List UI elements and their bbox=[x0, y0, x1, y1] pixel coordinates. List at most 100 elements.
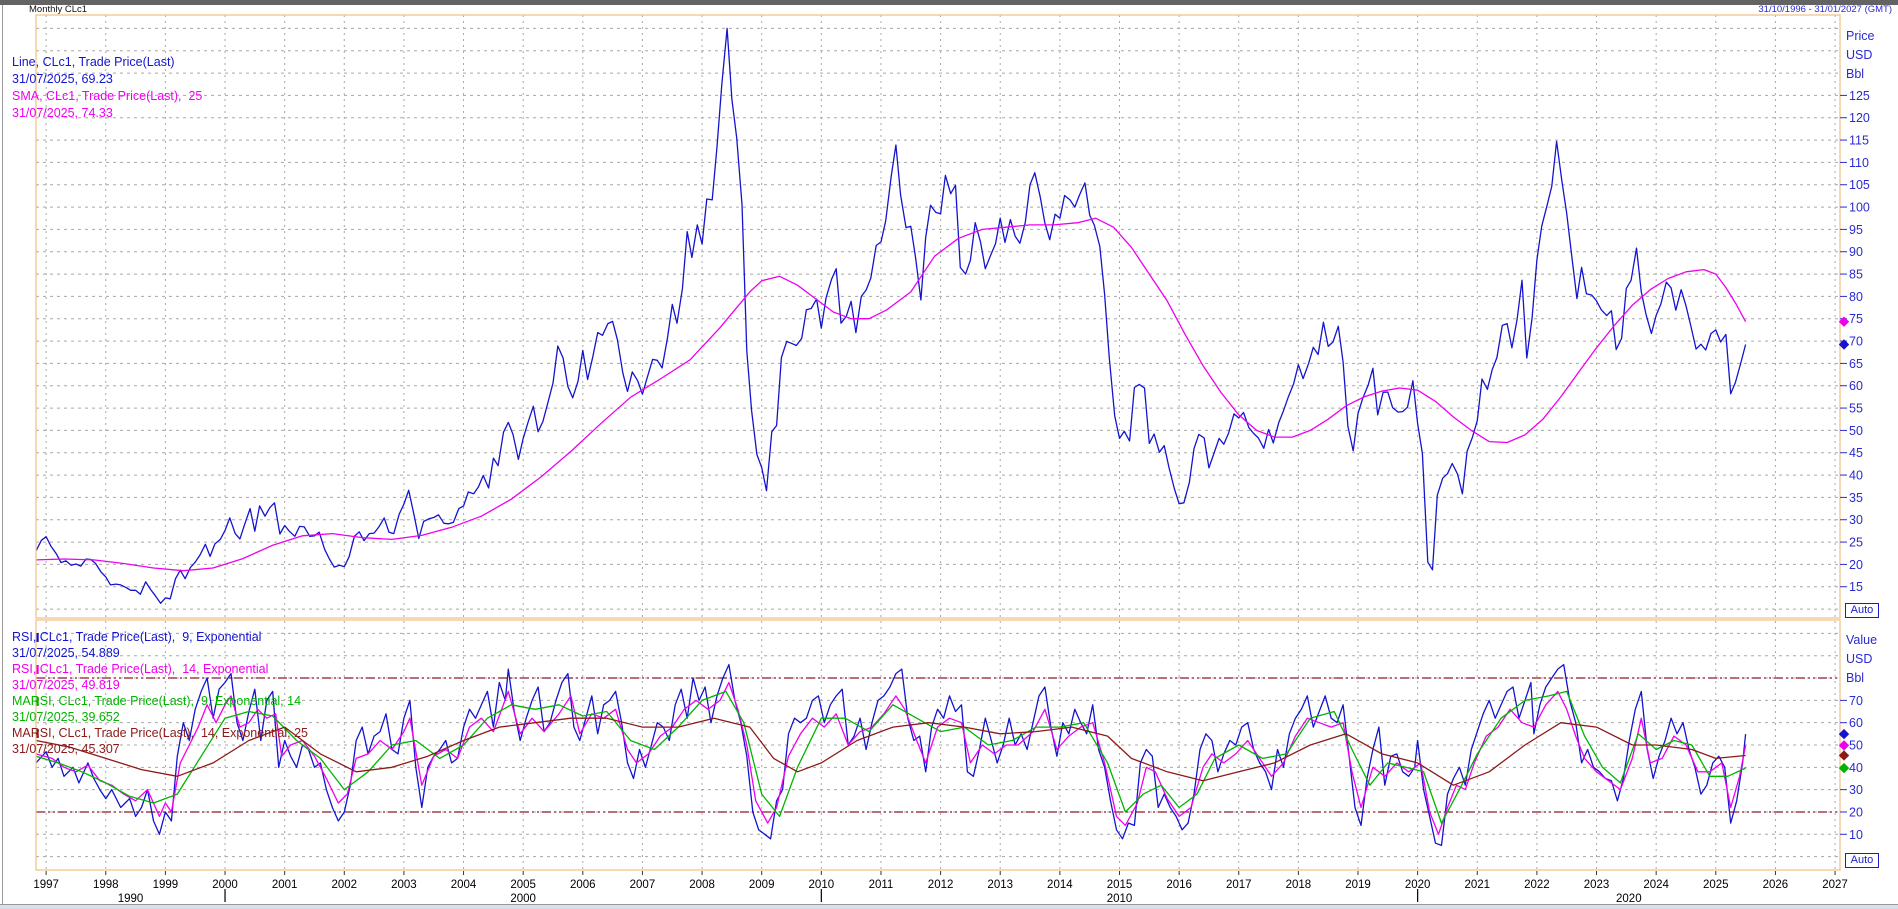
rsi-last-value-marker bbox=[1838, 762, 1850, 774]
value-axis-tick-label: 10 bbox=[1849, 828, 1863, 842]
price-axis-tick-label: 25 bbox=[1849, 536, 1863, 550]
price-axis-tick-label: 60 bbox=[1849, 379, 1863, 393]
rsi-legend-key-tick bbox=[36, 697, 39, 706]
year-label: 2008 bbox=[689, 879, 715, 891]
price-axis-tick-label: 110 bbox=[1849, 156, 1869, 170]
price-axis-tick-label: 105 bbox=[1849, 178, 1870, 192]
price-axis-title-line1: Price bbox=[1846, 29, 1875, 43]
year-label: 2017 bbox=[1226, 879, 1252, 891]
value-axis-title-line1: Value bbox=[1846, 633, 1878, 647]
year-label: 2006 bbox=[570, 879, 596, 891]
rsi14-legend-value: 31/07/2025, 49.819 bbox=[12, 678, 120, 692]
year-label: 1998 bbox=[93, 879, 119, 891]
rsi-last-value-marker bbox=[1838, 740, 1850, 751]
price-last-value-marker bbox=[1838, 339, 1850, 350]
year-label: 2018 bbox=[1286, 879, 1312, 891]
chart-title: Monthly CLc1 bbox=[29, 4, 88, 15]
price-axis-title: Price USD Bbl bbox=[1846, 27, 1874, 84]
price-last-value-marker bbox=[1838, 316, 1850, 327]
rsi9-legend-value: 31/07/2025, 54.889 bbox=[12, 646, 120, 660]
year-label: 2010 bbox=[809, 879, 835, 891]
value-axis-title-line2: USD bbox=[1846, 652, 1873, 666]
price-axis-tick-label: 90 bbox=[1849, 245, 1863, 259]
year-label: 2020 bbox=[1405, 879, 1431, 891]
year-label: 2014 bbox=[1047, 879, 1073, 891]
price-axis-tick-label: 15 bbox=[1849, 580, 1863, 594]
year-label: 2022 bbox=[1524, 879, 1550, 891]
decade-label: 2010 bbox=[1107, 893, 1133, 905]
price-axis-tick-label: 100 bbox=[1849, 201, 1870, 215]
year-label: 2002 bbox=[331, 879, 357, 891]
window-top-bar bbox=[0, 0, 1898, 5]
year-label: 2015 bbox=[1107, 879, 1133, 891]
year-label: 2001 bbox=[272, 879, 298, 891]
price-series-1 bbox=[35, 217, 1747, 572]
price-axis-tick-label: 65 bbox=[1849, 357, 1863, 371]
price-axis-tick-label: 120 bbox=[1849, 111, 1870, 125]
rsi-series-1 bbox=[35, 681, 1747, 835]
year-label: 2012 bbox=[928, 879, 954, 891]
year-label: 2027 bbox=[1822, 879, 1848, 891]
year-label: 2026 bbox=[1763, 879, 1789, 891]
year-label: 2024 bbox=[1643, 879, 1669, 891]
price-axis-tick-label: 45 bbox=[1849, 446, 1863, 460]
price-axis-tick-label: 75 bbox=[1849, 312, 1863, 326]
price-axis-tick-label: 30 bbox=[1849, 513, 1863, 527]
year-label: 2004 bbox=[451, 879, 477, 891]
value-axis-title-line3: Bbl bbox=[1846, 671, 1865, 685]
price-axis-tick-label: 85 bbox=[1849, 268, 1863, 282]
value-axis-tick-label: 70 bbox=[1849, 694, 1863, 708]
price-legend-line-name: Line, CLc1, Trade Price(Last) bbox=[12, 55, 175, 69]
year-label: 2025 bbox=[1703, 879, 1729, 891]
value-axis-tick-label: 40 bbox=[1849, 761, 1863, 775]
year-label: 2013 bbox=[987, 879, 1013, 891]
year-label: 2007 bbox=[630, 879, 656, 891]
price-axis-tick-label: 125 bbox=[1849, 89, 1870, 103]
year-label: 2011 bbox=[869, 879, 894, 891]
marsi14-legend-value: 31/07/2025, 45.307 bbox=[12, 742, 120, 756]
marsi9-legend-name: MARSI, CLc1, Trade Price(Last), 9, Expon… bbox=[12, 694, 302, 708]
decade-label: 1990 bbox=[118, 893, 144, 905]
price-axis-tick-label: 35 bbox=[1849, 491, 1863, 505]
price-legend-line-value: 31/07/2025, 69.23 bbox=[12, 72, 113, 86]
window-bottom-edge bbox=[0, 904, 1898, 905]
price-axis-tick-label: 70 bbox=[1849, 335, 1863, 349]
rsi14-legend-name: RSI, CLc1, Trade Price(Last), 14, Expone… bbox=[12, 662, 269, 676]
price-axis-tick-label: 40 bbox=[1849, 469, 1863, 483]
price-axis-title-line3: Bbl bbox=[1846, 67, 1865, 81]
value-axis-auto-button[interactable]: Auto bbox=[1845, 853, 1879, 868]
marsi14-legend-name: MARSI, CLc1, Trade Price(Last), 14, Expo… bbox=[12, 726, 308, 740]
price-axis-tick-label: 80 bbox=[1849, 290, 1863, 304]
rsi-legend-key-tick bbox=[36, 633, 39, 642]
value-axis-title: Value USD Bbl bbox=[1846, 631, 1877, 688]
rsi-series-3 bbox=[35, 717, 1746, 786]
rsi-panel-plot-area[interactable] bbox=[36, 620, 1840, 870]
date-range-label: 31/10/1996 - 31/01/2027 (GMT) bbox=[1758, 4, 1892, 15]
price-axis-tick-label: 115 bbox=[1849, 134, 1869, 148]
value-axis-tick-label: 30 bbox=[1849, 783, 1863, 797]
year-label: 2005 bbox=[510, 879, 536, 891]
price-panel-plot-area[interactable] bbox=[36, 15, 1840, 618]
price-series-0 bbox=[35, 27, 1747, 604]
rsi-last-value-marker bbox=[1838, 750, 1850, 761]
price-axis-tick-label: 95 bbox=[1849, 223, 1863, 237]
price-axis-tick-label: 50 bbox=[1849, 424, 1863, 438]
rsi-legend-key-tick bbox=[36, 729, 39, 738]
year-label: 2000 bbox=[212, 879, 238, 891]
year-label: 1999 bbox=[153, 879, 179, 891]
marsi9-legend-value: 31/07/2025, 39.652 bbox=[12, 710, 120, 724]
price-legend-sma-value: 31/07/2025, 74.33 bbox=[12, 106, 113, 120]
price-axis-auto-button[interactable]: Auto bbox=[1845, 603, 1879, 618]
rsi-legend-key-tick bbox=[36, 665, 39, 674]
price-axis-tick-label: 55 bbox=[1849, 402, 1863, 416]
value-axis-tick-label: 50 bbox=[1849, 739, 1863, 753]
value-axis-tick-label: 60 bbox=[1849, 716, 1863, 730]
value-axis-tick-label: 20 bbox=[1849, 805, 1863, 819]
year-label: 2003 bbox=[391, 879, 417, 891]
year-label: 2009 bbox=[749, 879, 775, 891]
price-axis-title-line2: USD bbox=[1846, 48, 1873, 62]
rsi9-legend-name: RSI, CLc1, Trade Price(Last), 9, Exponen… bbox=[12, 630, 262, 644]
year-label: 1997 bbox=[33, 879, 59, 891]
